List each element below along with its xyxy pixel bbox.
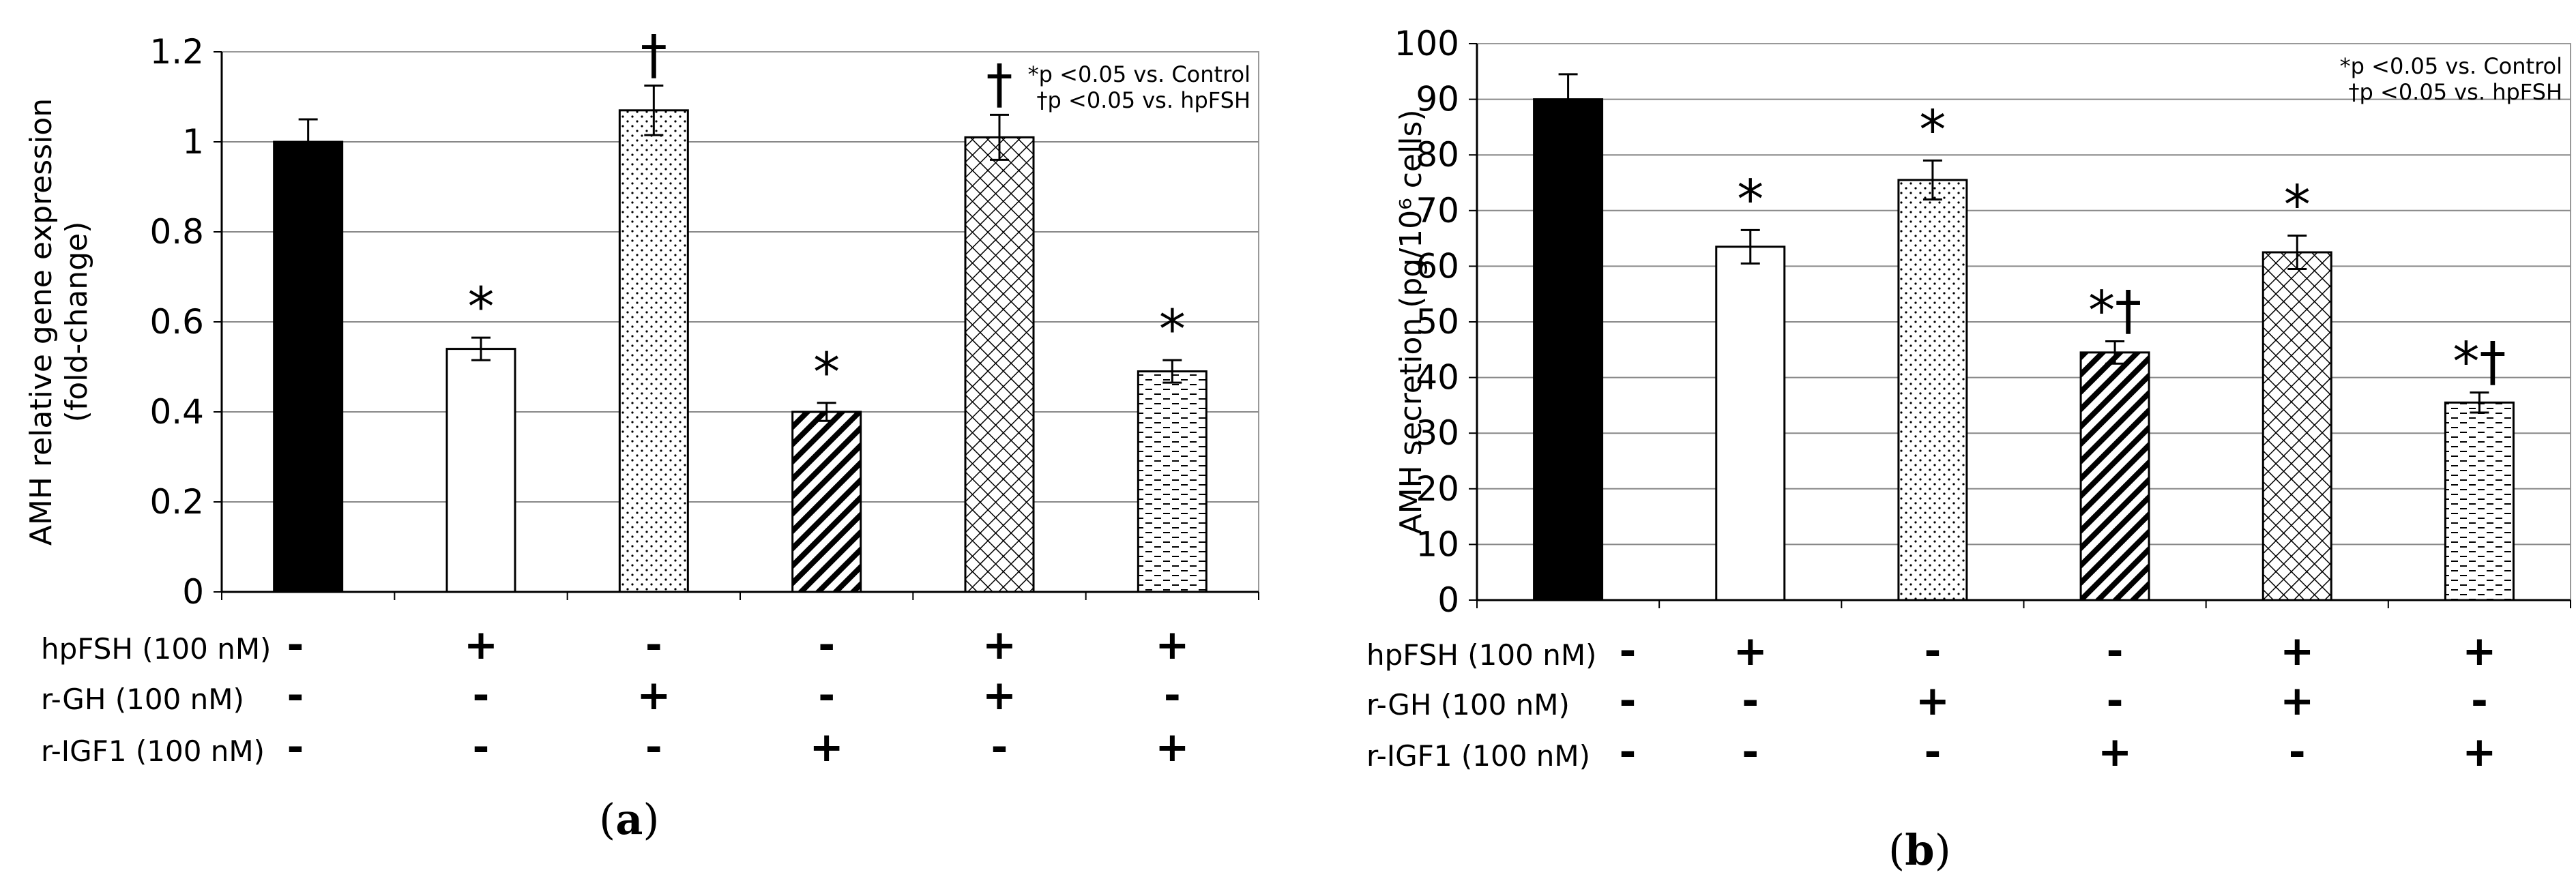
row-sign: - — [1924, 728, 1941, 776]
y-tick-label: 80 — [1416, 135, 1459, 175]
y-axis-label-line: AMH secretion (pg/10⁶ cells) — [1394, 109, 1429, 534]
bar — [2262, 251, 2332, 601]
bar — [1137, 370, 1208, 593]
legend-star: *p <0.05 vs. Control — [2340, 53, 2562, 79]
panel-b-caption: (b) — [1888, 825, 1951, 875]
row-sign: + — [464, 621, 498, 669]
y-tick-label: 0.4 — [149, 392, 204, 432]
y-tick-label: 1 — [182, 122, 204, 162]
row-sign: - — [1620, 627, 1637, 675]
row-sign: - — [473, 724, 490, 771]
row-sign: + — [2098, 728, 2132, 776]
row-sign: - — [1742, 677, 1759, 725]
y-tick-label: 90 — [1416, 80, 1459, 119]
bar — [618, 109, 689, 593]
row-sign: + — [2462, 627, 2496, 675]
row-sign: + — [1155, 724, 1189, 771]
significance-mark: *† — [2453, 332, 2506, 393]
row-sign: + — [810, 724, 844, 771]
significance-mark: * — [2284, 175, 2311, 237]
row-sign: + — [982, 672, 1016, 719]
bar — [1533, 98, 1604, 601]
y-tick-label: 40 — [1416, 358, 1459, 398]
row-sign: - — [1620, 728, 1637, 776]
row-sign: - — [473, 672, 490, 719]
row-label: hpFSH (100 nM) — [1366, 638, 1596, 672]
row-sign: - — [2289, 728, 2306, 776]
row-label: r-GH (100 nM) — [41, 683, 244, 716]
row-label: hpFSH (100 nM) — [41, 632, 271, 666]
row-label: r-IGF1 (100 nM) — [1366, 739, 1590, 773]
legend-star: *p <0.05 vs. Control — [1028, 61, 1250, 87]
row-sign: + — [1733, 627, 1768, 675]
y-axis-label: AMH relative gene expression(fold-change… — [24, 98, 94, 546]
row-sign: + — [1916, 677, 1950, 725]
panel-a-caption: (a) — [599, 794, 660, 844]
bar — [1715, 245, 1786, 601]
significance-mark: * — [1737, 169, 1763, 230]
row-sign: - — [645, 621, 662, 669]
legend-dagger: †p <0.05 vs. hpFSH — [1037, 87, 1250, 113]
row-sign: - — [645, 724, 662, 771]
y-tick-label: 0.2 — [149, 482, 204, 522]
y-tick-label: 0.6 — [149, 302, 204, 342]
bar — [273, 140, 344, 593]
chart-b: 0 10 20 30 40 50 60 70 80 90 100 AMH secretion (pg/… — [1366, 24, 2571, 776]
y-tick-label: 10 — [1416, 524, 1459, 564]
row-sign: - — [1164, 672, 1181, 719]
y-tick-label: 1.2 — [149, 32, 204, 72]
row-sign: + — [2462, 728, 2496, 776]
y-axis-label: AMH secretion (pg/10⁶ cells) — [1394, 109, 1429, 534]
y-tick-label: 0.8 — [149, 212, 204, 252]
significance-mark: * — [468, 277, 495, 338]
significance-mark: * — [813, 342, 840, 404]
row-sign: + — [2280, 677, 2314, 725]
panel-a-label: a — [615, 794, 643, 844]
row-sign: - — [287, 672, 304, 719]
y-tick-label: 100 — [1394, 24, 1459, 63]
bar — [964, 136, 1035, 593]
row-sign: - — [287, 724, 304, 771]
significance-mark: * — [1159, 299, 1186, 361]
row-sign: - — [287, 621, 304, 669]
row-label: r-IGF1 (100 nM) — [41, 734, 265, 768]
row-sign: + — [2280, 627, 2314, 675]
bar — [2444, 401, 2515, 601]
row-sign: - — [818, 672, 835, 719]
row-sign: - — [1742, 728, 1759, 776]
y-axis-label-line: AMH relative gene expression — [24, 98, 59, 546]
row-sign: + — [982, 621, 1016, 669]
y-tick-label: 30 — [1416, 413, 1459, 453]
row-sign: - — [2471, 677, 2488, 725]
panel-b-label: b — [1905, 825, 1935, 875]
significance-mark: * — [1919, 100, 1946, 161]
row-sign: + — [636, 672, 671, 719]
significance-mark: *† — [2088, 281, 2141, 342]
y-tick-label: 0 — [1437, 580, 1459, 620]
panel-a: 0 0.2 0.4 0.6 0.8 1 1.2 AMH relative gene expre… — [24, 25, 1259, 844]
bar — [2079, 351, 2150, 601]
row-sign: + — [1155, 621, 1189, 669]
bar — [445, 348, 516, 593]
row-sign: - — [2107, 677, 2124, 725]
y-tick-label: 0 — [182, 572, 204, 612]
row-label: r-GH (100 nM) — [1366, 688, 1570, 721]
y-tick-label: 70 — [1416, 191, 1459, 230]
bar — [791, 411, 862, 593]
y-tick-label: 20 — [1416, 469, 1459, 509]
y-tick-label: 60 — [1416, 246, 1459, 286]
row-sign: - — [2107, 627, 2124, 675]
bar — [1897, 179, 1968, 601]
legend-dagger: †p <0.05 vs. hpFSH — [2349, 79, 2562, 105]
significance-mark: † — [986, 54, 1013, 115]
row-sign: - — [1924, 627, 1941, 675]
y-axis-label-line: (fold-change) — [59, 222, 94, 423]
panel-b: 0 10 20 30 40 50 60 70 80 90 100 AMH secretion (pg/… — [1288, 0, 2576, 894]
row-sign: - — [1620, 677, 1637, 725]
row-sign: - — [991, 724, 1008, 771]
y-tick-label: 50 — [1416, 302, 1459, 342]
chart-a: 0 0.2 0.4 0.6 0.8 1 1.2 AMH relative gene expre… — [24, 25, 1259, 771]
significance-mark: † — [641, 25, 667, 87]
row-sign: - — [818, 621, 835, 669]
